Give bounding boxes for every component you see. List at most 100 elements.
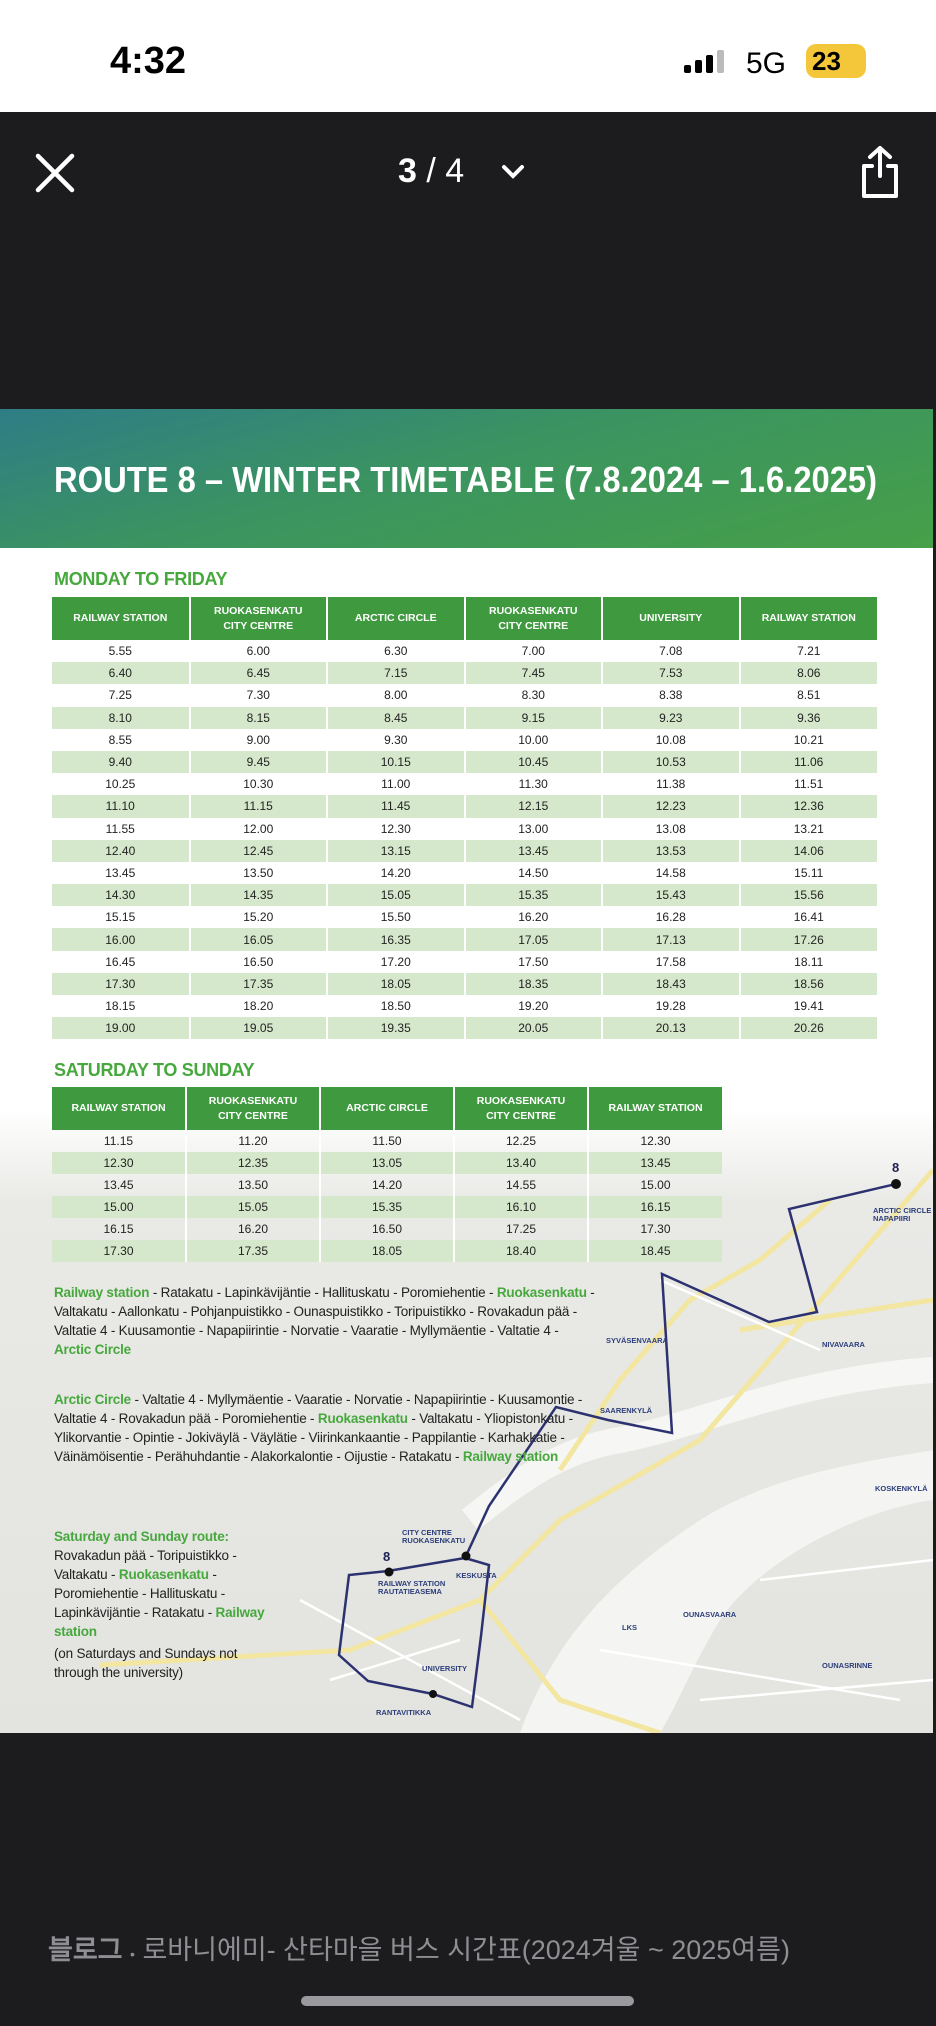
streets [299, 1278, 933, 1722]
time-cell: 15.05 [326, 884, 465, 907]
page-chevron[interactable] [500, 162, 526, 182]
column-header: RAILWAY STATION [738, 597, 877, 640]
time-row: 7.25 7.30 8.00 8.30 8.38 8.51 [52, 684, 877, 707]
column-header: RUOKASENKATU CITY CENTRE [188, 597, 327, 640]
weekday-table: RAILWAY STATION RUOKASENKATU CITY CENTRE A… [52, 597, 877, 1040]
time-cell: 6.00 [188, 640, 327, 663]
time-row: 19.00 19.05 19.35 20.05 20.13 20.26 [52, 1017, 877, 1040]
time-cell: 13.53 [601, 839, 740, 862]
time-cell: 20.05 [463, 1017, 602, 1040]
time-cell: 7.15 [326, 662, 465, 685]
time-cell: 7.45 [463, 662, 602, 685]
time-row: 13.45 13.50 14.20 14.50 14.58 15.11 [52, 861, 877, 885]
page-total: 4 [445, 152, 465, 190]
time-cell: 12.36 [738, 795, 877, 818]
route-stop: Saturday and Sunday route: [54, 1529, 229, 1544]
time-row: 10.25 10.30 11.00 11.30 11.38 11.51 [52, 773, 877, 796]
time-cell: 15.00 [52, 1196, 186, 1218]
time-cell: 19.41 [738, 995, 877, 1018]
time-cell: 8.06 [738, 662, 877, 685]
river-2 [461, 1357, 933, 1531]
time-cell: 16.50 [188, 950, 327, 973]
time-cell: 8.45 [326, 706, 465, 729]
time-cell: 9.15 [463, 706, 602, 729]
time-cell: 13.50 [188, 861, 327, 885]
time-cell: 16.15 [587, 1196, 722, 1218]
time-cell: 10.30 [188, 773, 327, 796]
time-cell: 11.15 [103, 1134, 134, 1148]
time-cell: 15.00 [587, 1174, 722, 1196]
time-cell: 14.35 [188, 884, 327, 907]
time-cell: 13.21 [738, 817, 877, 840]
time-cell: 11.55 [105, 821, 135, 836]
map-label: SAARENKYLÄ [600, 1406, 653, 1415]
time-cell: 12.40 [52, 839, 190, 862]
share-button[interactable] [858, 144, 902, 200]
time-cell: 12.00 [188, 817, 327, 840]
time-cell: 14.30 [52, 884, 190, 907]
time-cell: 12.45 [188, 839, 327, 862]
time-cell: 17.35 [185, 1240, 320, 1262]
route-weekday-back: Arctic Circle - Valtatie 4 - Myllymäenti… [54, 1390, 599, 1466]
route-stop: Ruokasenkatu [317, 1411, 408, 1426]
time-cell: 19.20 [463, 995, 602, 1018]
close-button[interactable] [34, 152, 76, 194]
header-row: RAILWAY STATION RUOKASENKATU CITY CENTRE A… [52, 597, 877, 640]
page-counter[interactable]: 3 / 4 [398, 152, 464, 191]
caption-source: 블로그 [48, 1935, 123, 1965]
time-cell: 17.58 [601, 950, 740, 973]
time-cell: 11.45 [326, 795, 465, 818]
time-cell: 12.30 [587, 1130, 722, 1152]
time-cell: 15.11 [738, 861, 877, 885]
battery: 23 [806, 44, 866, 78]
time-cell: 16.00 [52, 928, 190, 951]
time-cell: 19.28 [601, 995, 740, 1018]
time-cell: 8.55 [108, 732, 132, 747]
time-cell: 11.00 [326, 773, 465, 796]
caption: 블로그 • 로바니에미- 산타마을 버스 시간표(2024겨울 ~ 2025여름… [48, 1935, 790, 1965]
route-weekend: Saturday and Sunday route: Rovakadun pää… [54, 1527, 276, 1641]
time-cell: 14.20 [326, 861, 465, 885]
map-label: 8 [892, 1160, 900, 1175]
network: 5G [746, 47, 787, 80]
time-cell: 13.45 [587, 1152, 722, 1174]
time-cell: 17.30 [52, 972, 190, 995]
time-cell: 13.00 [463, 817, 602, 840]
map-label: OUNASRINNE [822, 1661, 873, 1670]
time-cell: 15.05 [185, 1196, 320, 1218]
time-cell: 7.08 [601, 640, 740, 663]
time-cell: 9.45 [188, 750, 327, 774]
time-cell: 13.08 [601, 817, 740, 840]
time-row: 5.55 6.00 6.30 7.00 7.08 7.21 [52, 640, 877, 663]
time-cell: 19.00 [52, 1017, 190, 1040]
time-row: 12.40 12.45 13.15 13.45 13.53 14.06 [52, 839, 877, 862]
time-cell: 8.30 [463, 684, 602, 707]
time-cell: 10.53 [601, 750, 740, 774]
time-cell: 11.06 [738, 750, 877, 774]
time-row: 13.45 13.50 14.20 14.55 15.00 [52, 1174, 722, 1196]
route-stop: Arctic Circle [54, 1392, 131, 1407]
time-row: 16.00 16.05 16.35 17.05 17.13 17.26 [52, 928, 877, 951]
time-cell: 13.45 [103, 1178, 134, 1192]
time-cell: 9.30 [326, 728, 465, 751]
time-cell: 10.08 [601, 728, 740, 751]
route-streets: - Poromiehentie - Hallituskatu - Lapinkä… [54, 1567, 226, 1620]
time-cell: 14.06 [738, 839, 877, 862]
time-row: 18.15 18.20 18.50 19.20 19.28 19.41 [52, 995, 877, 1018]
time-row: 14.30 14.35 15.05 15.35 15.43 15.56 [52, 884, 877, 907]
time-cell: 19.05 [188, 1017, 327, 1040]
time-cell: 8.51 [738, 684, 877, 707]
time-row: 16.15 16.20 16.50 17.25 17.30 [52, 1218, 722, 1240]
map-label: 8 [383, 1549, 391, 1564]
clock: 4:32 [110, 40, 187, 82]
route-stop: Railway station [54, 1605, 265, 1639]
time-cell: 16.41 [738, 906, 877, 929]
caption-text: 로바니에미- 산타마을 버스 시간표(2024겨울 ~ 2025여름) [142, 1935, 790, 1965]
column-header: RUOKASENKATU CITY CENTRE [185, 1087, 320, 1130]
map-label: NIVAVAARA [822, 1340, 865, 1349]
time-cell: 18.50 [326, 995, 465, 1018]
time-cell: 16.28 [601, 906, 740, 929]
map-label: SYVÄSENVAARA [606, 1336, 668, 1345]
time-cell: 18.05 [326, 972, 465, 995]
